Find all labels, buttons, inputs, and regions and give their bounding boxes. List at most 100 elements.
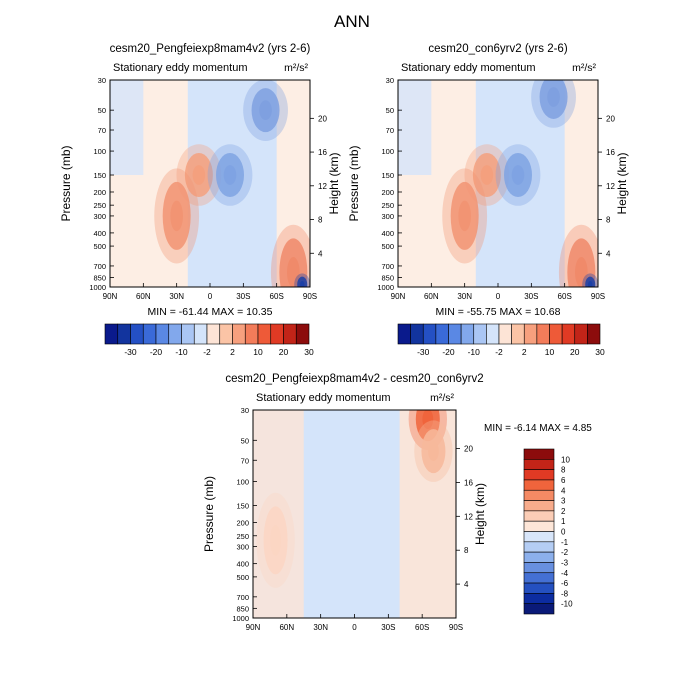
colorbar-swatch xyxy=(523,510,555,522)
x-tick-label: 90S xyxy=(303,292,317,301)
colorbar-swatch xyxy=(523,448,555,460)
colorbar-swatch xyxy=(283,323,297,345)
colorbar-swatch xyxy=(523,500,555,512)
colorbar-label: 20 xyxy=(570,347,580,357)
y-tick-label: 150 xyxy=(236,501,249,510)
colorbar-swatch xyxy=(155,323,170,345)
colorbar-swatch xyxy=(574,323,588,345)
y-tick-label: 300 xyxy=(93,212,106,221)
colorbar-swatch xyxy=(523,459,555,470)
colorbar-label: 4 xyxy=(561,486,566,495)
colorbar-label: -2 xyxy=(495,347,503,357)
y-tick-label: 70 xyxy=(98,126,106,135)
y-tick-label: 200 xyxy=(93,188,106,197)
feature-core-6 xyxy=(587,280,593,287)
colorbar-label: -10 xyxy=(468,347,481,357)
colorbar-label: -2 xyxy=(203,347,211,357)
colorbar-swatch xyxy=(206,323,221,345)
x-tick-label: 90S xyxy=(591,292,605,301)
y-right-axis-label: Height (km) xyxy=(473,483,487,545)
min-max-label: MIN = -61.44 MAX = 10.35 xyxy=(148,306,273,318)
y-right-tick-label: 12 xyxy=(606,182,615,191)
colorbar-label: -1 xyxy=(561,538,569,547)
figure-title: ANN xyxy=(334,12,370,31)
colorbar-label: -30 xyxy=(124,347,137,357)
y-tick-label: 300 xyxy=(381,212,394,221)
colorbar: -30 -20 -10 -2 2 10 20 30 xyxy=(397,323,605,357)
colorbar-swatch xyxy=(422,323,437,345)
colorbar-swatch xyxy=(498,323,512,345)
colorbar-label: -3 xyxy=(561,558,569,567)
y-tick-label: 700 xyxy=(236,593,249,602)
y-right-tick-label: 16 xyxy=(464,478,473,487)
feature-core-1 xyxy=(192,165,206,185)
chart-panel-2: cesm20_con6yrv2 (yrs 2-6) Stationary eddy… xyxy=(347,43,629,357)
x-tick-label: 0 xyxy=(352,623,357,632)
y-tick-label: 100 xyxy=(93,147,106,156)
y-tick-label: 500 xyxy=(236,573,249,582)
x-tick-label: 30N xyxy=(313,623,328,632)
y-tick-label: 30 xyxy=(98,76,106,85)
colorbar-swatch xyxy=(523,603,555,615)
colorbar-swatch xyxy=(511,323,525,345)
colorbar-label: 2 xyxy=(561,507,566,516)
colorbar-swatch xyxy=(561,323,576,345)
y-tick-label: 400 xyxy=(381,229,394,238)
colorbar-swatch xyxy=(523,479,555,491)
y-right-tick-label: 4 xyxy=(606,249,611,258)
y-tick-label: 1000 xyxy=(377,283,394,292)
x-tick-label: 30S xyxy=(236,292,250,301)
y-tick-label: 300 xyxy=(236,543,249,552)
colorbar-label: 30 xyxy=(595,347,605,357)
colorbar-swatch xyxy=(523,469,555,481)
feature-core-6 xyxy=(299,280,305,287)
y-right-axis-label: Height (km) xyxy=(615,152,629,214)
y-right-tick-label: 16 xyxy=(606,148,615,157)
feature-core-1 xyxy=(422,410,434,430)
units-label: m²/s² xyxy=(284,62,308,74)
colorbar-label: 1 xyxy=(561,517,566,526)
y-right-tick-label: 12 xyxy=(464,512,473,521)
y-tick-label: 100 xyxy=(381,147,394,156)
y-right-tick-label: 20 xyxy=(606,114,615,123)
colorbar-swatch xyxy=(536,323,550,345)
colorbar-label: -2 xyxy=(561,548,569,557)
contour-field xyxy=(253,410,456,618)
x-tick-label: 60N xyxy=(136,292,151,301)
colorbar-label: 0 xyxy=(561,528,566,537)
y-right-tick-label: 8 xyxy=(318,216,323,225)
min-max-label: MIN = -6.14 MAX = 4.85 xyxy=(484,423,592,434)
contour-field xyxy=(110,80,310,287)
y-tick-label: 700 xyxy=(93,262,106,271)
x-tick-label: 60S xyxy=(415,623,429,632)
y-tick-label: 700 xyxy=(381,262,394,271)
colorbar-label: -4 xyxy=(561,569,569,578)
colorbar-swatch xyxy=(435,323,449,345)
colorbar-swatch xyxy=(295,323,310,345)
y-tick-label: 100 xyxy=(236,477,249,486)
chart-subtitle: Stationary eddy momentum xyxy=(256,392,391,404)
colorbar-label: -20 xyxy=(150,347,163,357)
colorbar-swatch xyxy=(270,323,284,345)
colorbar-swatch xyxy=(117,323,131,345)
x-tick-label: 0 xyxy=(496,292,501,301)
colorbar-label: 10 xyxy=(253,347,263,357)
chart-panel-3: cesm20_Pengfeiexp8mam4v2 - cesm20_con6yr… xyxy=(202,373,592,632)
colorbar-label: 20 xyxy=(279,347,289,357)
y-tick-label: 200 xyxy=(381,188,394,197)
y-tick-label: 30 xyxy=(241,406,249,415)
y-tick-label: 200 xyxy=(236,519,249,528)
y-tick-label: 150 xyxy=(381,171,394,180)
y-axis-label: Pressure (mb) xyxy=(347,145,361,221)
y-tick-label: 1000 xyxy=(89,283,106,292)
y-tick-label: 500 xyxy=(381,242,394,251)
units-label: m²/s² xyxy=(430,392,454,404)
colorbar: -30 -20 -10 -2 2 10 20 30 xyxy=(104,323,314,357)
feature-core-5 xyxy=(287,257,300,287)
colorbar-swatch xyxy=(523,489,555,501)
colorbar-swatch xyxy=(244,323,259,345)
colorbar-label: -20 xyxy=(442,347,455,357)
colorbar-label: 2 xyxy=(522,347,527,357)
